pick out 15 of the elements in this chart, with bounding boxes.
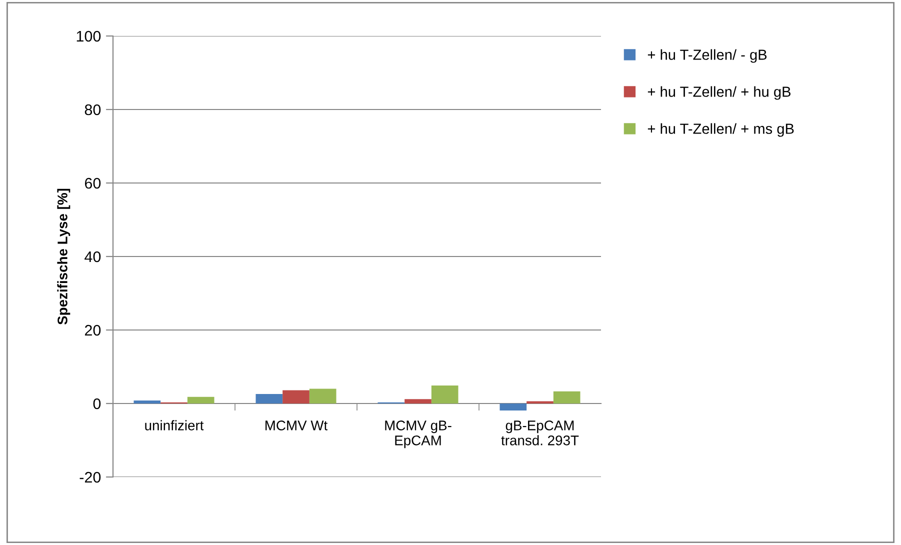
y-axis-title: Spezifische Lyse [%] <box>57 188 70 325</box>
y-tick-label: 20 <box>84 324 101 336</box>
legend-label: + hu T-Zellen/ - gB <box>648 49 767 63</box>
x-tick-label: uninfiziert <box>145 420 204 430</box>
y-tick-label: -20 <box>80 472 101 483</box>
x-tick-label: MCMV gB- EpCAM <box>385 420 452 448</box>
y-tick-label: 100 <box>76 30 101 42</box>
x-tick-label: gB-EpCAM transd. 293T <box>501 420 579 446</box>
y-tick-label: 80 <box>84 104 101 116</box>
legend-label: + hu T-Zellen/ + ms gB <box>648 123 794 137</box>
y-tick-label: 60 <box>84 178 101 189</box>
legend-label: + hu T-Zellen/ + hu gB <box>648 86 790 100</box>
y-tick-label: 40 <box>84 251 101 262</box>
y-tick-label: 0 <box>93 398 101 410</box>
x-tick-label: MCMV Wt <box>266 420 328 430</box>
